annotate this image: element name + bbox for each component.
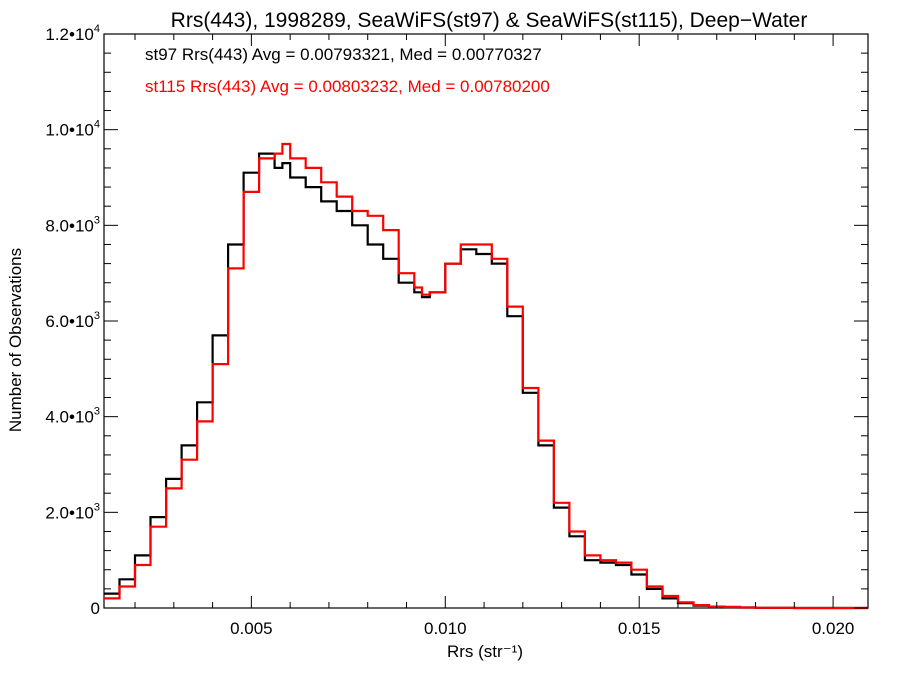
y-tick-mantissa: 4.0•10 xyxy=(45,408,94,427)
y-tick-mantissa: 1.2•10 xyxy=(45,25,94,44)
x-tick-label: 0.010 xyxy=(424,619,467,638)
y-tick-label: 4.0•103 xyxy=(45,406,100,427)
y-tick-exponent: 3 xyxy=(94,501,100,513)
y-tick-exponent: 4 xyxy=(94,119,100,131)
y-tick-mantissa: 2.0•10 xyxy=(45,503,94,522)
series-layer xyxy=(104,142,868,610)
stats-annotation-st115: st115 Rrs(443) Avg = 0.00803232, Med = 0… xyxy=(145,77,550,96)
y-tick-label: 0 xyxy=(91,599,100,618)
plot-frame xyxy=(103,33,869,609)
x-tick-label: 0.015 xyxy=(618,619,661,638)
y-tick-label: 1.0•104 xyxy=(45,119,100,140)
x-tick-label: 0.020 xyxy=(812,619,855,638)
y-tick-label: 6.0•103 xyxy=(45,310,100,331)
y-tick-exponent: 3 xyxy=(94,406,100,418)
y-tick-label: 2.0•103 xyxy=(45,501,100,522)
tick-layer: 0.005 0.010 0.015 0.02002.0•1034.0•1036.0•1… xyxy=(45,23,868,638)
x-tick-label: 0.005 xyxy=(230,619,273,638)
chart-title: Rrs(443), 1998289, SeaWiFS(st97) & SeaWi… xyxy=(171,9,808,32)
y-axis-label: Number of Observations xyxy=(6,248,25,432)
x-axis-label: Rrs (str⁻¹) xyxy=(447,642,523,661)
stats-annotation-st97: st97 Rrs(443) Avg = 0.00793321, Med = 0.… xyxy=(145,45,542,64)
y-tick-exponent: 3 xyxy=(94,214,100,226)
y-tick-mantissa: 8.0•10 xyxy=(45,216,94,235)
y-tick-exponent: 4 xyxy=(94,23,100,35)
y-tick-label: 8.0•103 xyxy=(45,214,100,235)
y-tick-mantissa: 1.0•10 xyxy=(45,121,94,140)
y-tick-mantissa: 0 xyxy=(91,599,100,618)
series-line-0 xyxy=(104,152,868,610)
y-tick-exponent: 3 xyxy=(94,310,100,322)
y-tick-mantissa: 6.0•10 xyxy=(45,312,94,331)
series-line-1 xyxy=(104,142,868,610)
y-tick-label: 1.2•104 xyxy=(45,23,100,44)
plot-area: 0.005 0.010 0.015 0.02002.0•1034.0•1036.0•1… xyxy=(45,23,869,638)
